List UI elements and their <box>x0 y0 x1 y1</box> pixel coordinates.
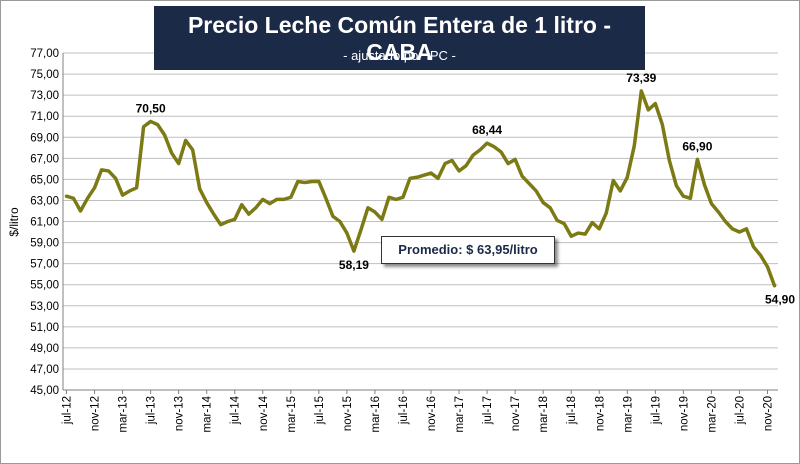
y-tick-label: 63,00 <box>30 195 59 207</box>
x-tick-label: mar-17 <box>454 396 466 432</box>
point-label: 73,39 <box>626 71 656 85</box>
x-tick-labels: jul-12 nov-12 mar-13 jul-13 nov-13 mar-14 jul-… <box>62 395 775 432</box>
point-label: 54,90 <box>765 293 795 307</box>
y-tick-label: 71,00 <box>30 111 59 123</box>
x-tick-label: nov-18 <box>594 396 606 431</box>
x-tick-label: nov-14 <box>258 395 270 431</box>
y-tick-label: 77,00 <box>30 48 59 60</box>
y-tick-label: 75,00 <box>30 69 59 81</box>
y-tick-label: 49,00 <box>30 343 59 355</box>
point-label: 66,90 <box>682 139 712 153</box>
y-tick-label: 69,00 <box>30 132 59 144</box>
x-tick-label: jul-18 <box>566 396 578 425</box>
x-tick-label: nov-19 <box>678 396 690 431</box>
x-tick-label: jul-14 <box>230 395 242 425</box>
x-tick-label: nov-13 <box>174 396 186 431</box>
y-tick-label: 55,00 <box>30 280 59 292</box>
x-tick-label: jul-17 <box>482 396 494 425</box>
x-tick-label: nov-15 <box>342 396 354 431</box>
y-tick-labels: 45,00 47,00 49,00 51,00 53,00 55,00 57,00 59,00… <box>30 48 59 397</box>
x-tick-label: nov-17 <box>510 396 522 431</box>
x-tick-label: jul-15 <box>314 396 326 425</box>
x-tick-label: mar-16 <box>370 396 382 432</box>
x-tick-label: nov-12 <box>90 396 102 431</box>
y-tick-label: 73,00 <box>30 90 59 102</box>
x-tick-label: mar-14 <box>202 395 214 432</box>
point-labels: 70,50 58,19 68,44 73,39 66,90 54,90 <box>136 71 796 307</box>
x-tick-label: mar-18 <box>538 396 550 432</box>
x-tick-label: jul-19 <box>650 396 662 425</box>
x-tick-label: mar-19 <box>622 396 634 432</box>
title-box: Precio Leche Común Entera de 1 litro - C… <box>154 6 645 70</box>
y-tick-label: 61,00 <box>30 217 59 229</box>
x-tick-label: jul-20 <box>734 396 746 425</box>
y-tick-label: 53,00 <box>30 301 59 313</box>
chart-subtitle: - ajustado por IPC - <box>343 48 456 63</box>
point-label: 68,44 <box>472 123 502 137</box>
y-tick-label: 67,00 <box>30 153 59 165</box>
y-tick-label: 65,00 <box>30 174 59 186</box>
y-tick-label: 47,00 <box>30 364 59 376</box>
y-tick-label: 57,00 <box>30 259 59 271</box>
gridlines <box>63 52 778 391</box>
x-tick-label: jul-12 <box>62 396 74 425</box>
chart-title: Precio Leche Común Entera de 1 litro - C… <box>187 12 612 65</box>
y-tick-label: 51,00 <box>30 322 59 334</box>
x-tick-label: mar-20 <box>706 396 718 432</box>
average-callout: Promedio: $ 63,95/litro <box>381 236 555 264</box>
y-axis-label: $/litro <box>7 207 21 237</box>
x-tick-label: mar-13 <box>118 396 130 432</box>
x-tick-label: nov-16 <box>426 396 438 431</box>
x-tick-label: jul-13 <box>146 396 158 425</box>
point-label: 58,19 <box>339 258 369 272</box>
x-tick-label: jul-16 <box>398 396 410 425</box>
series-layer <box>64 89 777 288</box>
x-tick-label: nov-20 <box>762 396 774 431</box>
y-tick-label: 45,00 <box>30 385 59 397</box>
y-tick-label: 59,00 <box>30 238 59 250</box>
x-tick-label: mar-15 <box>286 396 298 432</box>
point-label: 70,50 <box>136 101 166 115</box>
series-line <box>64 89 777 288</box>
axes <box>62 53 778 394</box>
